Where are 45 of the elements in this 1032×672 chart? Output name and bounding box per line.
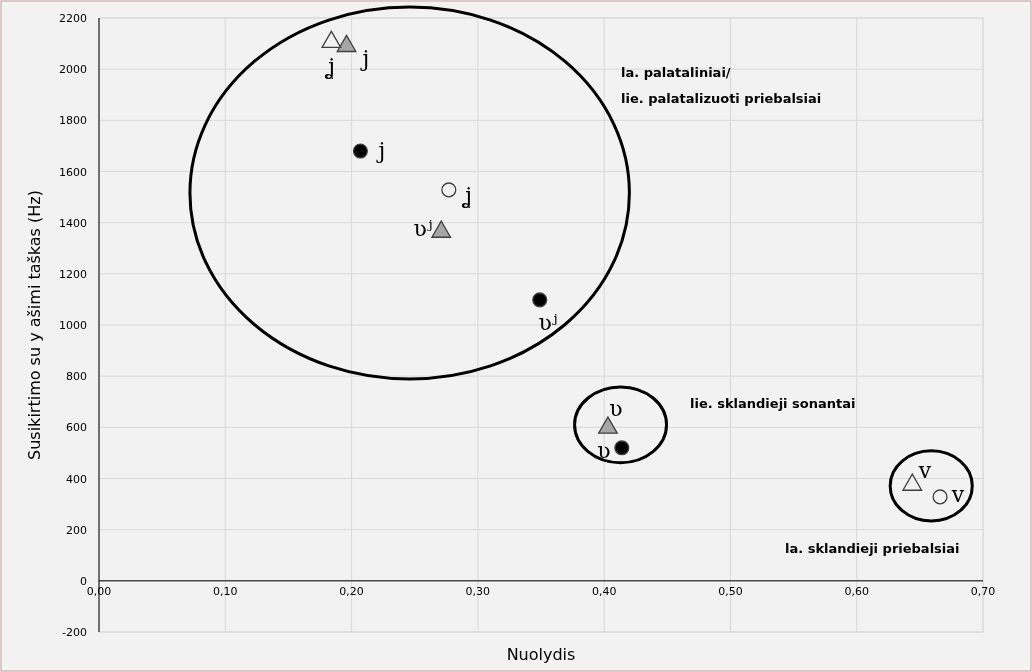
point: [614, 440, 630, 456]
y-tick-label: 2000: [59, 63, 87, 77]
x-axis-title: Nuolydis: [506, 645, 576, 664]
x-tick-label: 0,70: [970, 584, 996, 598]
annotation: ʋ: [597, 437, 611, 463]
y-tick-label: 1400: [59, 216, 87, 230]
annotation: lie. sklandieji sonantai: [690, 395, 856, 411]
y-tick-label: 1000: [59, 319, 87, 332]
x-tick-label: 0,50: [718, 584, 743, 598]
point: [321, 30, 342, 49]
y-axis-title: Susikirtimo su y ašimi taškas (Hz): [25, 190, 44, 460]
annotation: ʋʲ: [538, 309, 558, 335]
y-tick-label: 400: [66, 472, 87, 486]
y-tick-label: 600: [66, 421, 87, 435]
annotation: v: [917, 457, 932, 483]
y-tick-label: 1800: [59, 114, 87, 128]
x-tick-label: 0,10: [213, 584, 238, 598]
annotation: la. sklandieji priebalsiai: [785, 540, 960, 556]
annotation: ʋ: [609, 395, 623, 421]
annotation: v: [950, 481, 965, 507]
point: [431, 220, 452, 238]
point: [441, 182, 457, 198]
y-tick-label: -200: [62, 626, 87, 639]
x-tick-label: 0,00: [86, 584, 112, 598]
annotation: ʝ: [460, 182, 473, 208]
annotation: la. palataliniai/: [621, 64, 731, 80]
x-tick-label: 0,30: [465, 584, 491, 598]
annotation: ʋʲ: [413, 215, 433, 241]
point: [532, 292, 548, 308]
y-tick-label: 1200: [59, 267, 87, 281]
x-tick-label: 0,20: [339, 584, 364, 598]
point: [932, 489, 948, 505]
annotation: ʝ: [323, 53, 336, 79]
y-tick-label: 0: [80, 574, 87, 588]
x-tick-label: 0,60: [844, 584, 869, 598]
annotation: j: [359, 45, 370, 71]
y-tick-label: 2200: [59, 12, 87, 25]
point: [336, 34, 357, 53]
x-tick-label: 0,40: [591, 584, 617, 598]
annotation: j: [375, 137, 386, 163]
y-tick-label: 800: [66, 370, 87, 384]
y-tick-label: 200: [66, 523, 87, 537]
point: [352, 143, 368, 159]
y-tick-label: 1600: [59, 165, 87, 179]
annotation: lie. palatalizuoti priebalsiai: [621, 90, 822, 106]
